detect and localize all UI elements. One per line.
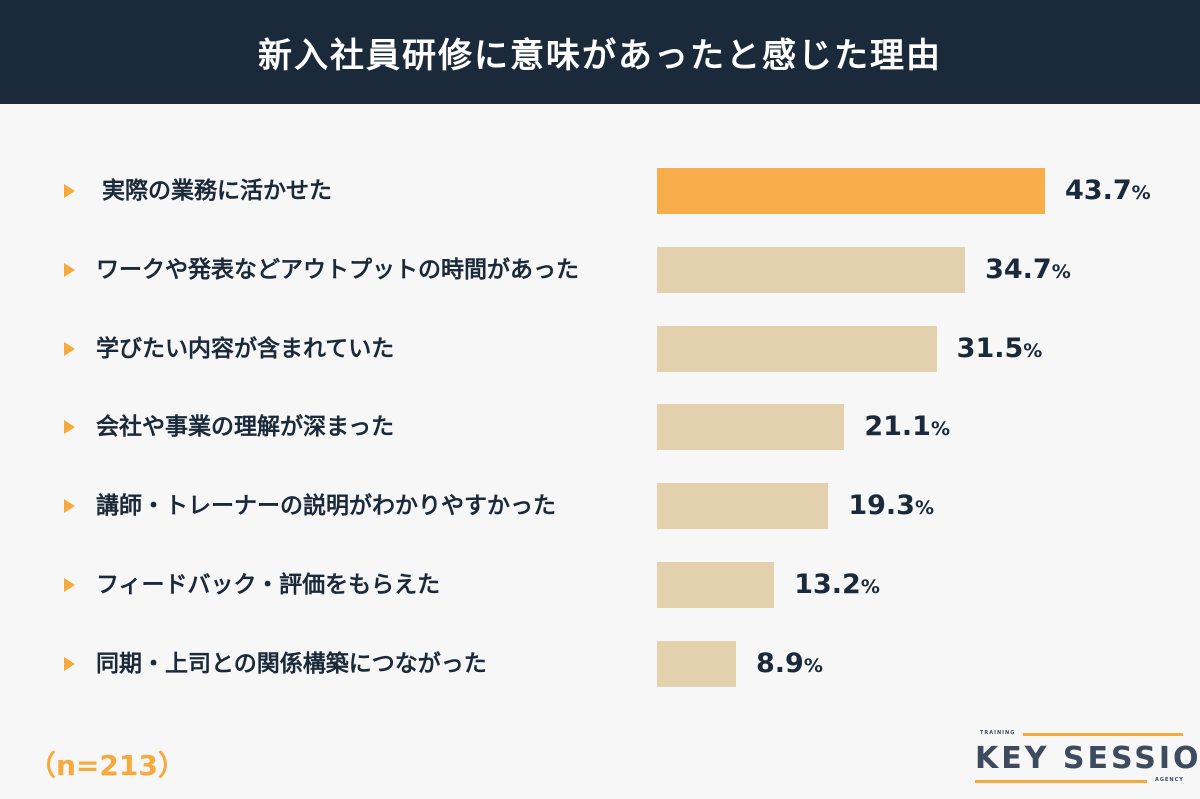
bar <box>657 246 966 293</box>
value-label: 34.7% <box>985 253 1071 285</box>
bar <box>657 640 737 687</box>
category-label: ワークや発表などアウトプットの時間があった <box>96 256 579 283</box>
chart-row: フィードバック・評価をもらえた 13.2% <box>0 562 1200 608</box>
key-session-logo: TRAINING KEY SESSION AGENCY <box>975 730 1200 783</box>
page-title: 新入社員研修に意味があったと感じた理由 <box>258 35 942 76</box>
bar <box>657 483 829 530</box>
chart-row: ワークや発表などアウトプットの時間があった 34.7% <box>0 246 1200 293</box>
category-label: 実際の業務に活かせた <box>102 178 332 204</box>
triangle-bullet-icon <box>64 656 75 671</box>
logo-line-bottom <box>975 780 1147 783</box>
bar <box>657 562 775 608</box>
sample-size: （n=213） <box>28 749 186 782</box>
logo-agency: AGENCY <box>1155 777 1184 783</box>
value-label: 13.2% <box>794 569 880 600</box>
bar <box>657 168 1045 214</box>
value-label: 43.7% <box>1065 175 1151 206</box>
category-label: 会社や事業の理解が深まった <box>96 414 395 441</box>
triangle-bullet-icon <box>64 341 75 356</box>
chart-row: 実際の業務に活かせた 43.7% <box>0 168 1200 214</box>
bar <box>657 325 937 372</box>
bar <box>657 404 845 451</box>
triangle-bullet-icon <box>64 420 75 435</box>
chart-row: 講師・トレーナーの説明がわかりやすかった 19.3% <box>0 483 1200 530</box>
value-label: 21.1% <box>864 411 950 443</box>
triangle-bullet-icon <box>64 578 75 592</box>
value-label: 31.5% <box>956 332 1043 364</box>
value-label: 8.9% <box>756 647 823 679</box>
category-label: 講師・トレーナーの説明がわかりやすかった <box>96 493 556 520</box>
triangle-bullet-icon <box>64 184 75 198</box>
triangle-bullet-icon <box>64 262 75 277</box>
header: 新入社員研修に意味があったと感じた理由 <box>0 0 1200 104</box>
logo-training: TRAINING <box>980 730 1016 736</box>
category-label: 学びたい内容が含まれていた <box>96 335 395 362</box>
value-label: 19.3% <box>848 490 935 522</box>
logo-main: KEY SESSION <box>975 741 1200 776</box>
chart-row: 会社や事業の理解が深まった 21.1% <box>0 404 1200 451</box>
category-label: フィードバック・評価をもらえた <box>96 572 441 598</box>
logo-line-top <box>1023 733 1183 736</box>
triangle-bullet-icon <box>64 499 75 514</box>
category-label: 同期・上司との関係構築につながった <box>96 650 487 677</box>
chart-row: 同期・上司との関係構築につながった 8.9% <box>0 640 1200 687</box>
chart-row: 学びたい内容が含まれていた 31.5% <box>0 325 1200 372</box>
